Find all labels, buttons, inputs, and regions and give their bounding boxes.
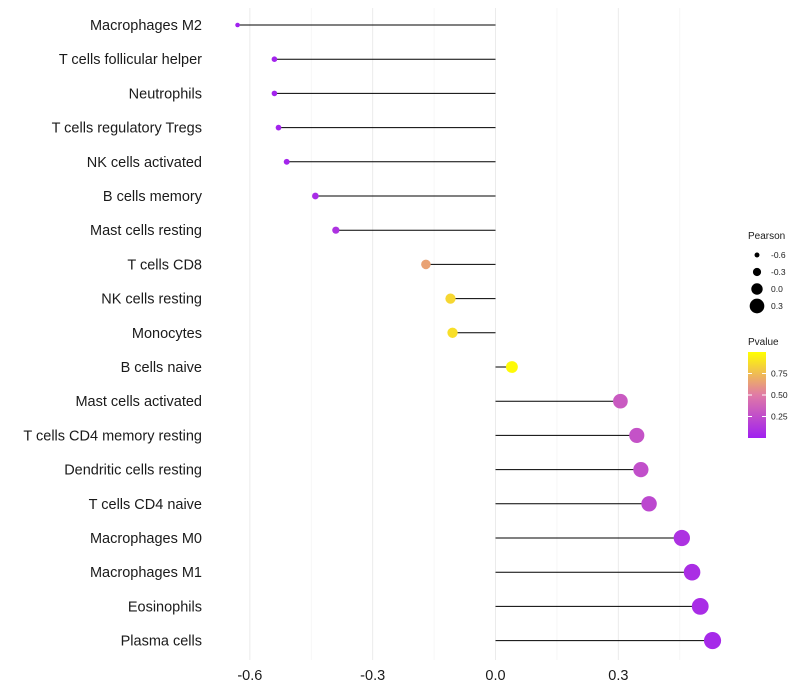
x-tick-label: 0.0 [485,668,505,684]
y-axis-labels: Macrophages M2 T cells follicular helper N… [23,18,202,650]
size-legend-label: -0.6 [771,250,786,260]
x-tick-label: -0.6 [237,668,262,684]
x-axis-ticks: -0.6 -0.3 0.0 0.3 [237,668,628,684]
category-label: NK cells resting [101,292,202,308]
stems [237,24,713,642]
size-legend-label: -0.3 [771,267,786,277]
color-legend-label: 0.25 [771,412,788,422]
data-point [673,529,690,547]
category-label: Macrophages M0 [90,531,202,547]
category-label: Plasma cells [121,634,202,650]
data-point [641,496,657,512]
legend: Pearson -0.6 -0.3 0.0 0.3 Pvalue 0.75 0.50 0.25 [748,231,788,438]
category-label: NK cells activated [87,155,202,171]
size-legend-key [751,283,763,295]
size-legend-label: 0.0 [771,284,783,294]
data-point [271,90,278,97]
data-point [445,293,456,304]
dots [235,22,722,650]
category-label: Monocytes [132,326,202,342]
category-label: Mast cells activated [75,394,202,410]
data-point [447,327,458,338]
category-label: Macrophages M1 [90,565,202,581]
color-legend-label: 0.50 [771,390,788,400]
category-label: Macrophages M2 [90,18,202,34]
data-point [332,226,340,234]
category-label: Neutrophils [129,86,202,102]
x-tick-label: -0.3 [360,668,385,684]
size-legend-key [754,252,760,258]
category-label: B cells naive [121,360,202,376]
category-label: B cells memory [103,189,203,205]
category-label: T cells regulatory Tregs [52,121,202,137]
data-point [505,361,518,373]
category-label: Dendritic cells resting [64,463,202,479]
category-label: T cells follicular helper [59,52,202,68]
size-legend-label: 0.3 [771,301,783,311]
color-legend-label: 0.75 [771,369,788,379]
category-label: Mast cells resting [90,223,202,239]
category-label: T cells CD4 naive [89,497,202,513]
data-point [633,461,649,478]
size-legend-title: Pearson [748,231,785,242]
data-point [629,427,645,443]
size-legend-key [749,298,765,314]
data-point [312,192,319,200]
data-point [421,259,431,270]
size-legend-key [752,267,762,277]
data-point [691,597,709,615]
data-point [271,56,278,62]
data-point [235,22,240,28]
data-point [683,563,701,581]
color-bar [748,352,766,438]
data-point [613,393,628,409]
category-label: Eosinophils [128,599,202,615]
category-label: T cells CD4 memory resting [23,428,202,444]
grid [249,8,681,660]
data-point [275,124,282,131]
color-legend-title: Pvalue [748,337,779,348]
data-point [283,158,290,165]
category-label: T cells CD8 [127,257,202,273]
x-tick-label: 0.3 [608,668,628,684]
data-point [703,632,722,650]
